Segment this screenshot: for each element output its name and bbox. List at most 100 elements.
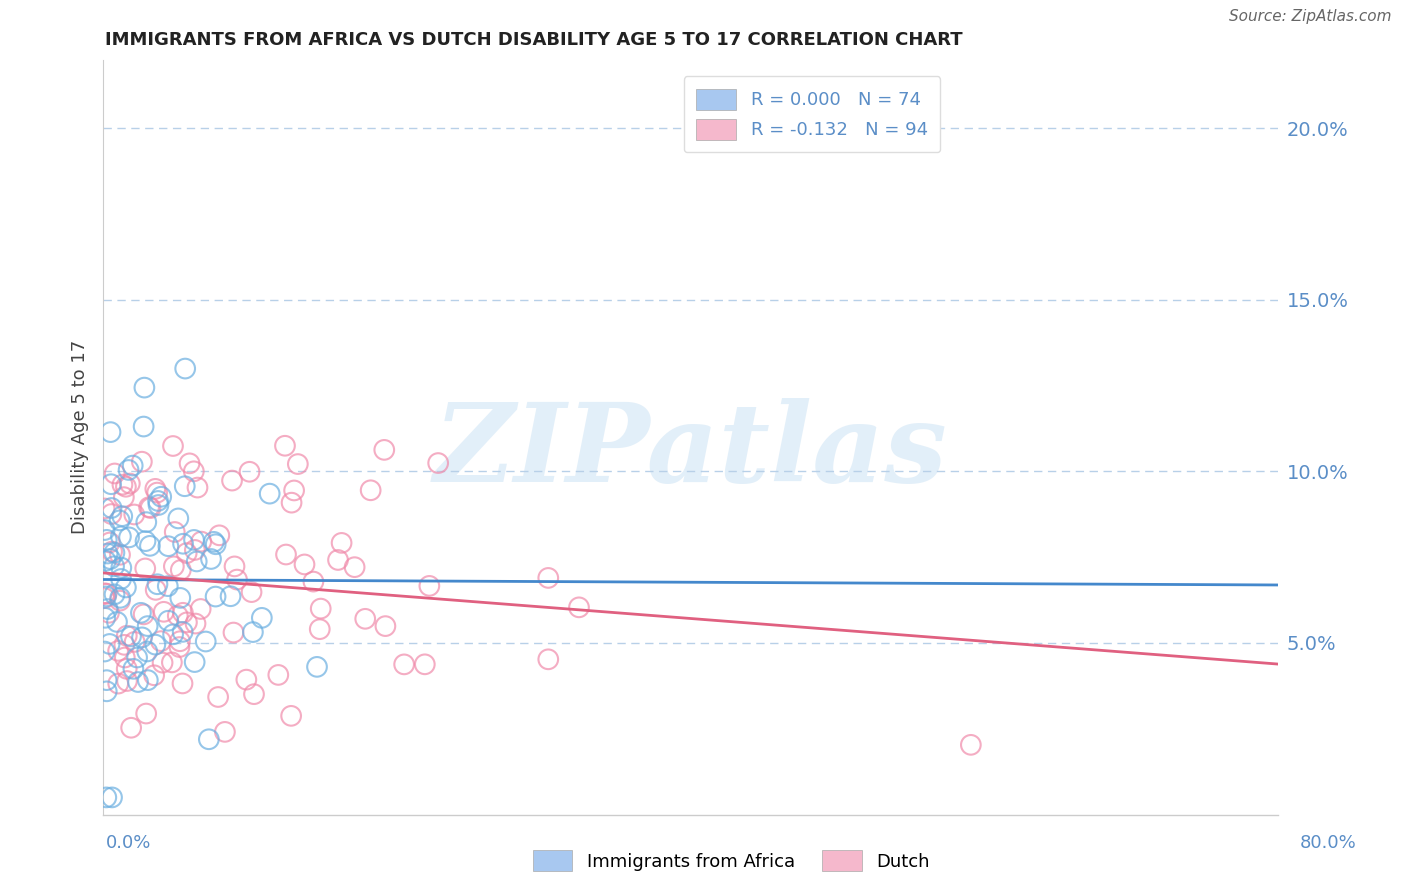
Point [98, 606, 121, 620]
Legend: R = 0.000   N = 74, R = -0.132   N = 94: R = 0.000 N = 74, R = -0.132 N = 94 [683, 76, 941, 153]
Point [152, 656, 174, 670]
Point [97, 547, 120, 561]
Point [98, 637, 121, 651]
Point [103, 546, 125, 560]
Point [242, 625, 264, 640]
Point [240, 585, 263, 599]
Point [183, 464, 205, 478]
Point [139, 539, 162, 553]
Point [100, 425, 122, 439]
Point [280, 496, 302, 510]
Point [143, 638, 166, 652]
Point [96, 587, 118, 601]
Point [146, 494, 169, 508]
Point [132, 419, 155, 434]
Point [224, 559, 246, 574]
Point [354, 612, 377, 626]
Point [204, 537, 226, 551]
Point [259, 486, 281, 500]
Point [149, 634, 172, 648]
Point [413, 657, 436, 672]
Point [152, 605, 174, 619]
Point [267, 668, 290, 682]
Point [204, 590, 226, 604]
Point [124, 635, 146, 649]
Point [302, 574, 325, 589]
Point [100, 507, 122, 521]
Y-axis label: Disability Age 5 to 17: Disability Age 5 to 17 [72, 340, 89, 534]
Point [108, 593, 131, 607]
Point [120, 629, 142, 643]
Point [110, 572, 132, 586]
Point [184, 543, 207, 558]
Point [96, 684, 118, 698]
Point [183, 533, 205, 547]
Point [131, 455, 153, 469]
Legend: Immigrants from Africa, Dutch: Immigrants from Africa, Dutch [526, 843, 936, 879]
Point [169, 591, 191, 605]
Point [330, 536, 353, 550]
Point [194, 634, 217, 648]
Point [200, 552, 222, 566]
Point [115, 662, 138, 676]
Point [183, 655, 205, 669]
Point [115, 673, 138, 688]
Point [184, 616, 207, 631]
Point [94, 611, 117, 625]
Point [134, 561, 156, 575]
Point [374, 619, 396, 633]
Point [136, 644, 159, 658]
Point [214, 724, 236, 739]
Point [162, 627, 184, 641]
Point [250, 611, 273, 625]
Point [96, 602, 118, 616]
Point [163, 559, 186, 574]
Point [131, 631, 153, 645]
Point [174, 361, 197, 376]
Point [105, 615, 128, 629]
Point [101, 544, 124, 558]
Point [190, 602, 212, 616]
Point [96, 533, 118, 547]
Point [308, 622, 330, 636]
Point [134, 381, 156, 395]
Point [132, 607, 155, 622]
Point [243, 687, 266, 701]
Point [170, 563, 193, 577]
Point [146, 577, 169, 591]
Point [173, 479, 195, 493]
Point [305, 660, 328, 674]
Point [121, 458, 143, 473]
Point [537, 571, 560, 585]
Point [93, 644, 115, 658]
Point [207, 690, 229, 704]
Point [111, 509, 134, 524]
Point [112, 490, 135, 504]
Text: 80.0%: 80.0% [1301, 834, 1357, 852]
Point [103, 559, 125, 574]
Point [145, 582, 167, 597]
Point [169, 640, 191, 654]
Point [186, 481, 208, 495]
Point [202, 534, 225, 549]
Point [146, 485, 169, 500]
Text: 0.0%: 0.0% [105, 834, 150, 852]
Point [136, 673, 159, 687]
Point [122, 508, 145, 522]
Point [360, 483, 382, 498]
Point [176, 546, 198, 560]
Point [98, 552, 121, 566]
Point [100, 477, 122, 491]
Point [115, 629, 138, 643]
Point [163, 524, 186, 539]
Point [96, 790, 118, 805]
Point [94, 590, 117, 604]
Point [427, 456, 450, 470]
Text: IMMIGRANTS FROM AFRICA VS DUTCH DISABILITY AGE 5 TO 17 CORRELATION CHART: IMMIGRANTS FROM AFRICA VS DUTCH DISABILI… [105, 31, 963, 49]
Point [373, 442, 395, 457]
Point [114, 650, 136, 665]
Point [208, 528, 231, 542]
Point [110, 591, 132, 605]
Point [172, 624, 194, 639]
Point [226, 573, 249, 587]
